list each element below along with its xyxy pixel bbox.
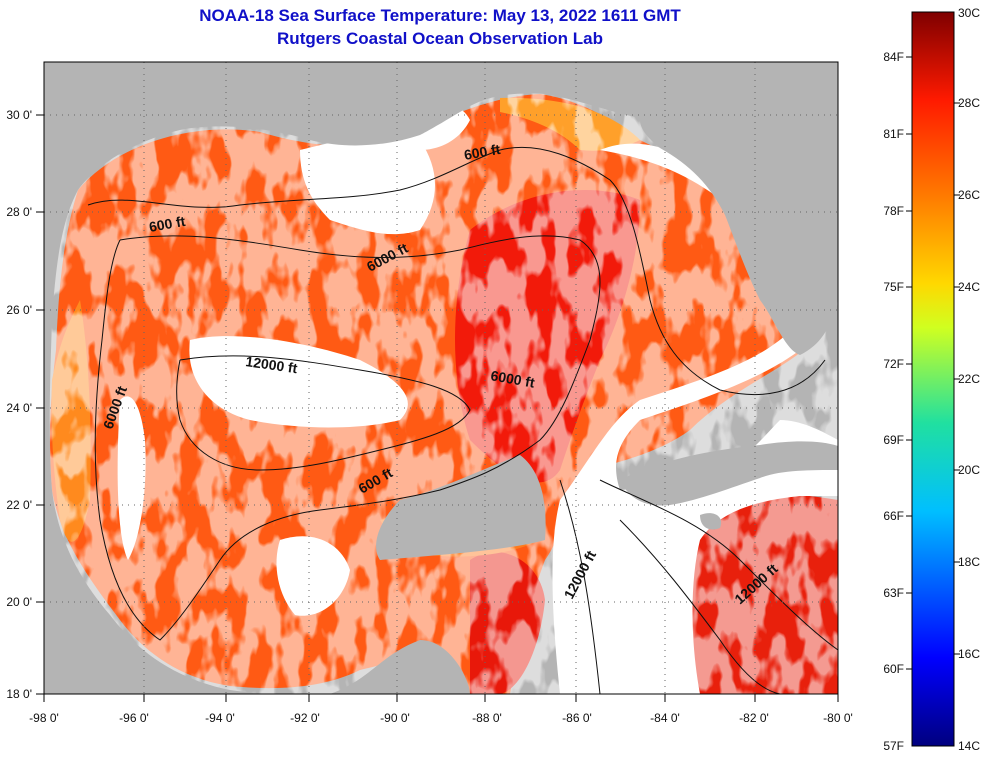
colorbar-fahrenheit-label: 57F bbox=[883, 739, 904, 753]
contour-label: 600 ft bbox=[148, 213, 187, 235]
colorbar-celsius-label: 18C bbox=[958, 555, 980, 569]
longitude-label: -80 0' bbox=[823, 711, 853, 725]
contour-label: 12000 ft bbox=[245, 353, 299, 376]
latitude-label: 28 0' bbox=[6, 205, 32, 219]
colorbar-celsius-label: 14C bbox=[958, 739, 980, 753]
longitude-label: -86 0' bbox=[562, 711, 592, 725]
land-mississippi-delta bbox=[44, 62, 640, 320]
latitude-label: 26 0' bbox=[6, 303, 32, 317]
contour-label: 6000 ft bbox=[489, 367, 536, 391]
contour-12000ft bbox=[176, 355, 471, 471]
latitude-label: 24 0' bbox=[6, 401, 32, 415]
colorbar-ticks bbox=[906, 56, 960, 670]
longitude-label: -92 0' bbox=[290, 711, 320, 725]
colorbar-celsius-label: 30C bbox=[958, 6, 980, 20]
longitude-label: -90 0' bbox=[380, 711, 410, 725]
land-mexico-west bbox=[44, 320, 260, 694]
contour-label: 600 ft bbox=[463, 141, 502, 163]
map-area: 600 ft 600 ft 6000 ft 12000 ft 6000 ft 6… bbox=[44, 62, 838, 694]
colorbar-celsius-label: 24C bbox=[958, 280, 980, 294]
colorbar-fahrenheit-label: 78F bbox=[883, 204, 904, 218]
map-frame bbox=[43, 61, 839, 695]
colorbar-celsius-label: 26C bbox=[958, 188, 980, 202]
longitude-label: -88 0' bbox=[472, 711, 502, 725]
contour-6000ft bbox=[94, 235, 601, 641]
colorbar-fahrenheit-label: 81F bbox=[883, 127, 904, 141]
colorbar-gradient bbox=[911, 11, 955, 747]
colorbar-fahrenheit-label: 69F bbox=[883, 433, 904, 447]
colorbar-fahrenheit-label: 63F bbox=[883, 586, 904, 600]
land-yucatan bbox=[330, 455, 546, 694]
land-isle-of-youth bbox=[700, 513, 722, 530]
latitude-label: 20 0' bbox=[6, 595, 32, 609]
colorbar-celsius-label: 22C bbox=[958, 372, 980, 386]
land-cuba bbox=[620, 441, 838, 506]
colorbar: 30C 28C 26C 24C 22C 20C 18C 16C 14C 84F … bbox=[883, 6, 980, 753]
colorbar-fahrenheit-label: 66F bbox=[883, 509, 904, 523]
colorbar-fahrenheit-label: 84F bbox=[883, 50, 904, 64]
land-florida bbox=[640, 62, 838, 355]
colorbar-celsius-label: 16C bbox=[958, 647, 980, 661]
colorbar-fahrenheit-label: 75F bbox=[883, 280, 904, 294]
map-title: NOAA-18 Sea Surface Temperature: May 13,… bbox=[199, 6, 681, 25]
colorbar-celsius-label: 28C bbox=[958, 96, 980, 110]
latitude-axis: 30 0' 28 0' 26 0' 24 0' 22 0' 20 0' 18 0… bbox=[6, 108, 32, 701]
longitude-label: -96 0' bbox=[119, 711, 149, 725]
latitude-label: 18 0' bbox=[6, 687, 32, 701]
colorbar-celsius-label: 20C bbox=[958, 463, 980, 477]
latitude-label: 22 0' bbox=[6, 498, 32, 512]
bathymetry-contours bbox=[87, 146, 838, 694]
colorbar-fahrenheit-label: 72F bbox=[883, 357, 904, 371]
graticule bbox=[44, 62, 838, 694]
longitude-axis: -98 0' -96 0' -94 0' -92 0' -90 0' -88 0… bbox=[29, 711, 853, 725]
longitude-label: -94 0' bbox=[205, 711, 235, 725]
map-subtitle: Rutgers Coastal Ocean Observation Lab bbox=[277, 29, 603, 48]
longitude-label: -98 0' bbox=[29, 711, 59, 725]
contour-caribbean bbox=[559, 479, 838, 694]
latitude-label: 30 0' bbox=[6, 108, 32, 122]
longitude-label: -82 0' bbox=[739, 711, 769, 725]
axis-ticks bbox=[36, 114, 839, 702]
longitude-label: -84 0' bbox=[650, 711, 680, 725]
contour-600ft bbox=[87, 146, 826, 395]
colorbar-fahrenheit-label: 60F bbox=[883, 662, 904, 676]
